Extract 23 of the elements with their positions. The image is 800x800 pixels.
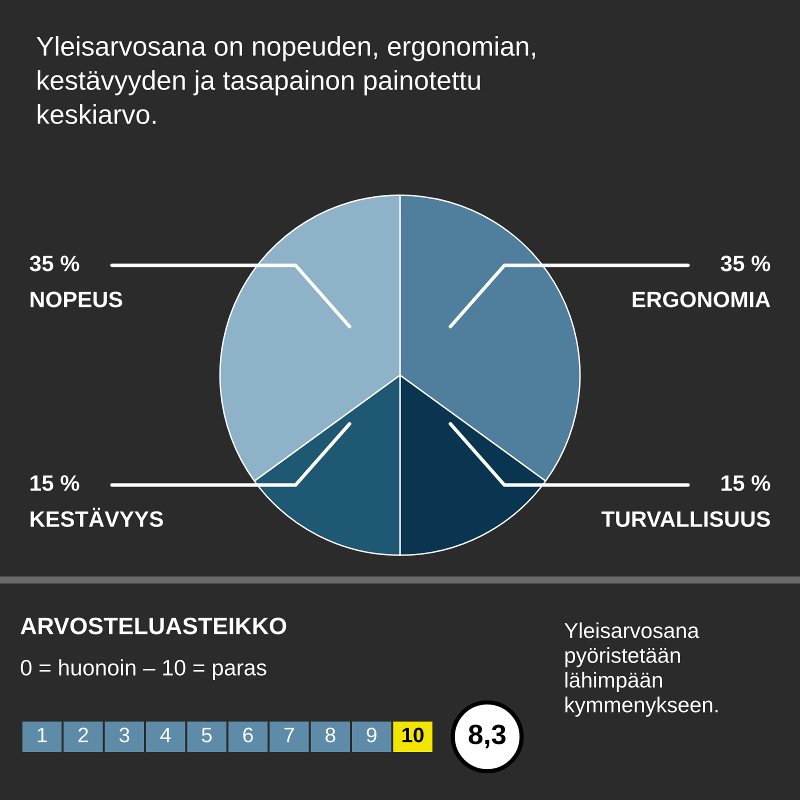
text: 7: [284, 728, 294, 742]
text: 8,3: [468, 724, 506, 748]
data-label: 15 %: [722, 475, 770, 491]
slice-label: TURVALLISUUS: [601, 511, 770, 527]
text: 3: [119, 728, 130, 742]
text: 1: [38, 728, 47, 742]
chart-title: Yleisarvosana on nopeuden, ergonomian, kestävyyden ja tasapainon painotettu keskiarvo.: [36, 36, 535, 124]
data-label: 15 %: [30, 475, 80, 491]
text: 10: [402, 728, 424, 742]
slice-label: KESTÄVYYS: [30, 508, 163, 527]
text: 0 = huonoin – 10 = paras: [20, 659, 266, 680]
slice-label: NOPEUS: [30, 292, 122, 308]
text: 4: [160, 728, 171, 742]
text: 5: [202, 728, 212, 742]
data-label: 35 %: [30, 256, 80, 272]
slice-label: ERGONOMIA: [632, 292, 770, 308]
text: 2: [78, 728, 88, 742]
text: ARVOSTELUASTEIKKO: [20, 618, 286, 634]
data-label: 35 %: [720, 256, 770, 272]
text: 6: [243, 728, 253, 742]
text: Yleisarvosana pyöristetään lähimpään kymmenykseen.: [564, 622, 718, 717]
text: 8: [326, 728, 336, 742]
text: 9: [366, 728, 376, 742]
